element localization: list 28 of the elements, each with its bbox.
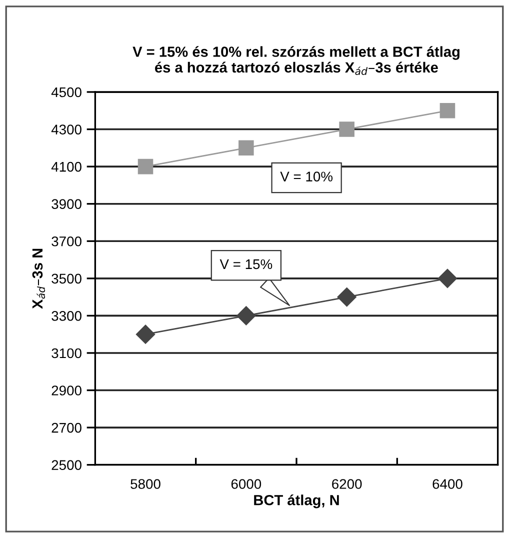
point [438,268,458,288]
x-tick-label: 6000 [231,479,262,489]
y-tick-label: 2500 [52,460,82,470]
point [236,306,256,326]
x-axis-title: BCT átlag, N [254,494,339,508]
y-tick-label: 2700 [52,422,82,433]
point [136,324,156,344]
point [138,158,154,174]
point [339,122,354,137]
y-tick-label: 4100 [51,162,82,172]
point [238,140,254,156]
point [337,288,356,307]
x-tick-label: 5800 [130,479,160,489]
y-tick-label: 4500 [51,87,82,98]
y-tick-label: 3300 [52,311,82,321]
y-axis-title: X$_{ád}$–3s N [32,248,46,309]
y-tick-label: 3700 [52,236,82,246]
chart-title: V = 15% és 10% rel. szórzás mellett a BCT átlag és a hozzá tartozó eloszlás X$_{ád}$–3s értéke [132,46,460,75]
text: V = 15% [220,259,272,270]
point [440,103,456,118]
x-tick-label: 6400 [432,479,462,489]
x-tick-label: 6200 [332,479,362,489]
y-tick-label: 3500 [52,274,82,284]
y-tick-label: 4300 [51,124,82,134]
y-tick-label: 3900 [52,199,82,210]
y-tick-label: 3100 [52,348,82,358]
text: V = 10% [280,172,333,182]
y-tick-label: 2900 [52,386,82,396]
